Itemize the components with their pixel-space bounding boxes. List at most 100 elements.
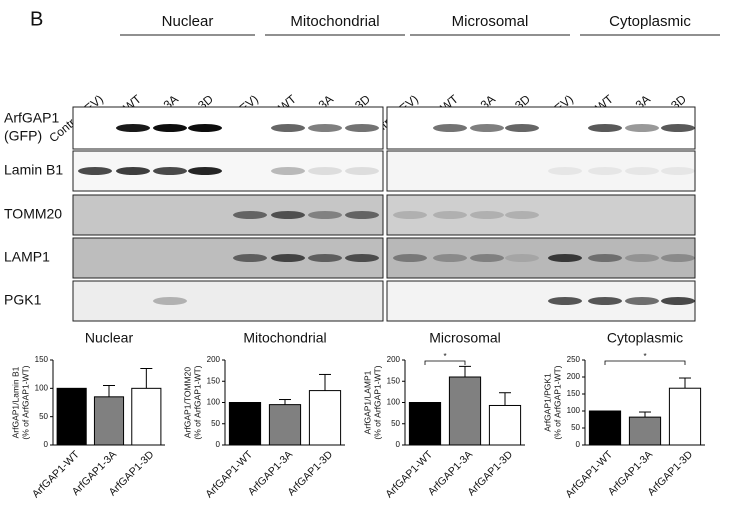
significance-label: * <box>443 352 446 361</box>
fraction-header: Cytoplasmic <box>609 13 691 30</box>
fraction-header: Microsomal <box>452 13 529 30</box>
bar <box>93 396 125 446</box>
band <box>188 124 222 132</box>
y-axis-label: (% of ArfGAP1-WT) <box>372 365 382 439</box>
protein-label: (GFP) <box>4 128 42 144</box>
bar <box>488 404 522 446</box>
y-tick-label: 150 <box>567 389 581 398</box>
significance-label: * <box>643 352 646 361</box>
y-tick-label: 50 <box>391 419 400 428</box>
bar <box>408 402 442 446</box>
band <box>505 124 539 132</box>
band <box>271 211 305 219</box>
band <box>505 211 539 219</box>
protein-label: Lamin B1 <box>4 162 63 178</box>
y-tick-label: 0 <box>576 440 581 449</box>
band <box>271 124 305 132</box>
y-tick-label: 50 <box>211 419 220 428</box>
bar <box>268 404 302 446</box>
band <box>308 254 342 262</box>
band <box>433 254 467 262</box>
panel-label: B <box>30 8 43 30</box>
chart-title: Microsomal <box>429 330 501 346</box>
bar <box>668 387 702 446</box>
protein-label: PGK1 <box>4 292 42 308</box>
y-tick-label: 0 <box>216 440 221 449</box>
y-tick-label: 50 <box>39 412 48 421</box>
y-tick-label: 200 <box>387 355 401 364</box>
y-tick-label: 250 <box>567 355 581 364</box>
significance-bracket <box>424 360 466 365</box>
band <box>393 254 427 262</box>
band <box>433 124 467 132</box>
y-axis-label: ArfGAP1/LAMP1 <box>362 370 372 434</box>
band <box>433 211 467 219</box>
band <box>271 254 305 262</box>
y-tick-label: 50 <box>571 423 580 432</box>
y-tick-label: 150 <box>207 376 221 385</box>
bar <box>448 376 482 446</box>
y-tick-label: 0 <box>396 440 401 449</box>
blot-panel <box>72 280 384 322</box>
protein-label: TOMM20 <box>4 206 62 222</box>
band <box>233 211 267 219</box>
band <box>393 211 427 219</box>
bar <box>588 410 622 446</box>
band <box>505 254 539 262</box>
band <box>548 167 582 175</box>
significance-bracket <box>604 360 686 365</box>
bar <box>308 390 342 446</box>
band <box>588 124 622 132</box>
band <box>470 211 504 219</box>
protein-label: ArfGAP1 <box>4 110 59 126</box>
blot-panel <box>72 194 384 236</box>
y-tick-label: 150 <box>387 376 401 385</box>
fraction-header: Nuclear <box>162 13 214 30</box>
chart-title: Mitochondrial <box>243 330 326 346</box>
band <box>78 167 112 175</box>
band <box>308 124 342 132</box>
y-tick-label: 100 <box>567 406 581 415</box>
band <box>470 254 504 262</box>
band <box>153 167 187 175</box>
band <box>308 167 342 175</box>
band <box>271 167 305 175</box>
band <box>548 254 582 262</box>
y-axis-label: ArfGAP1/Lamin B1 <box>10 366 20 438</box>
band <box>308 211 342 219</box>
y-tick-label: 100 <box>387 398 401 407</box>
band <box>661 297 695 305</box>
y-tick-label: 200 <box>567 372 581 381</box>
y-axis-label: ArfGAP1/PGK1 <box>542 373 552 432</box>
band <box>116 167 150 175</box>
band <box>153 124 187 132</box>
band <box>661 124 695 132</box>
band <box>588 254 622 262</box>
y-tick-label: 150 <box>35 355 49 364</box>
y-tick-label: 200 <box>207 355 221 364</box>
y-axis-label: (% of ArfGAP1-WT) <box>192 365 202 439</box>
band <box>661 167 695 175</box>
band <box>345 167 379 175</box>
band <box>153 297 187 305</box>
blot-panel <box>386 150 696 192</box>
band <box>188 167 222 175</box>
fraction-header: Mitochondrial <box>290 13 379 30</box>
y-axis-label: ArfGAP1/TOMM20 <box>182 367 192 438</box>
y-tick-label: 100 <box>207 398 221 407</box>
band <box>625 167 659 175</box>
band <box>625 124 659 132</box>
bar <box>628 416 662 446</box>
protein-label: LAMP1 <box>4 249 50 265</box>
band <box>345 211 379 219</box>
band <box>116 124 150 132</box>
chart-title: Cytoplasmic <box>607 330 683 346</box>
blot-panel <box>386 237 696 279</box>
band <box>345 124 379 132</box>
band <box>233 254 267 262</box>
blot-panel <box>386 194 696 236</box>
band <box>548 297 582 305</box>
y-axis-label: (% of ArfGAP1-WT) <box>552 365 562 439</box>
band <box>588 167 622 175</box>
